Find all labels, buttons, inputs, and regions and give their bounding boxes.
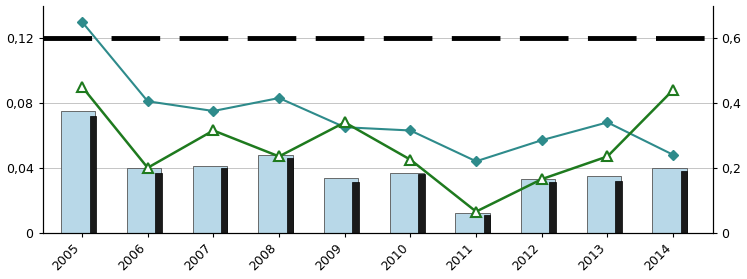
Bar [193,166,227,233]
Bar [90,116,96,233]
Bar [258,155,293,233]
Bar [324,177,358,233]
Bar [287,158,293,233]
Bar [353,182,359,233]
Bar [681,171,687,233]
Bar [155,173,162,233]
Bar [586,176,621,233]
Bar [456,213,489,233]
Bar [221,168,228,233]
Bar [549,182,556,233]
Bar [483,215,490,233]
Bar [61,111,96,233]
Bar [418,174,424,233]
Bar [127,168,161,233]
Bar [615,181,622,233]
Bar [390,173,424,233]
Bar [521,179,555,233]
Bar [652,168,686,233]
